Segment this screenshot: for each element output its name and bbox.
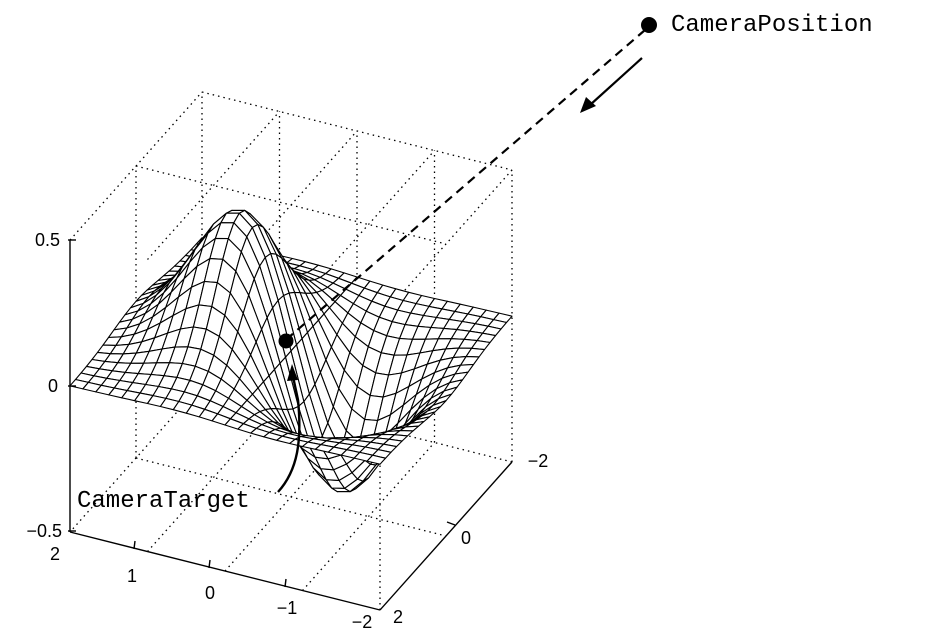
y-tick-label: −2 [528,451,549,471]
camera-position-label: CameraPosition [671,12,873,39]
surface-mesh [69,209,513,493]
camera-target-arrow [277,364,301,493]
z-tick-label: 0 [48,376,58,396]
z-tick-label: 0.5 [35,230,60,250]
camera-sight-line [287,29,646,339]
x-tick-label: −1 [277,598,298,618]
x-tick-label: −2 [352,612,373,631]
x-axis: 2 1 0 −1 −2 [50,540,373,631]
x-tick-label: 1 [127,566,137,586]
y-tick-label: 0 [461,528,471,548]
x-tick-label: 2 [50,544,60,564]
axis-edge [69,531,381,611]
z-axis: 0.5 0 −0.5 [26,230,76,541]
camera-target-label: CameraTarget [77,488,250,515]
x-tick-label: 0 [205,583,215,603]
camera-motion-arrow [580,57,643,113]
z-tick-label: −0.5 [26,521,62,541]
mesh-cell [366,454,387,465]
box-edge [135,457,447,537]
y-tick-label: 2 [393,607,403,627]
box-edge [147,111,280,260]
camera-position-marker [641,17,657,33]
y-axis: −2 0 2 [393,451,548,627]
box-edge [302,442,435,591]
camera-target-marker [278,333,294,349]
axis-edge [379,461,513,611]
